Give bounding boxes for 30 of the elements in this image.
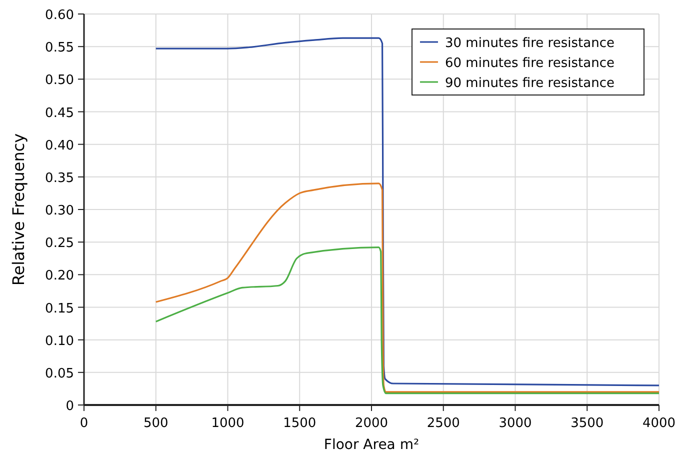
y-tick-label: 0.15 xyxy=(45,301,74,316)
y-tick-label: 0.25 xyxy=(45,236,74,252)
y-tick-label: 0.30 xyxy=(45,204,74,218)
y-tick-label: 0.55 xyxy=(45,40,74,56)
y-tick-label: 0.10 xyxy=(45,334,74,349)
legend-label: 60 minutes fire resistance xyxy=(445,56,614,71)
legend-label: 30 minutes fire resistance xyxy=(445,36,614,51)
x-tick-label: 3500 xyxy=(570,416,604,431)
y-tick-label: 0.45 xyxy=(45,106,74,121)
x-tick-label: 2000 xyxy=(354,416,388,431)
x-tick-label: 4000 xyxy=(642,416,676,431)
line-series xyxy=(155,246,660,394)
x-tick-label: 500 xyxy=(143,416,168,431)
x-tick-label: 1000 xyxy=(211,416,244,431)
y-axis-title: Relative Frequency xyxy=(9,133,28,286)
y-tick-label: 0.35 xyxy=(45,170,74,186)
line-series xyxy=(155,37,660,386)
y-tick-label: 0.50 xyxy=(45,73,74,88)
y-tick-label: 0.60 xyxy=(45,8,74,23)
x-tick-label: 1500 xyxy=(283,416,316,431)
x-axis-title: Floor Area m² xyxy=(324,437,420,453)
x-tick-label: 3000 xyxy=(498,416,532,431)
line-series xyxy=(155,182,660,393)
x-tick-label: 2500 xyxy=(426,416,460,431)
x-tick-label: 0 xyxy=(80,416,88,431)
y-tick-label: 0.20 xyxy=(45,268,74,284)
y-tick-label: 0.05 xyxy=(45,366,74,382)
legend-label: 90 minutes fire resistance xyxy=(445,76,614,91)
y-tick-label: 0 xyxy=(66,399,74,414)
y-tick-label: 0.40 xyxy=(45,138,74,154)
